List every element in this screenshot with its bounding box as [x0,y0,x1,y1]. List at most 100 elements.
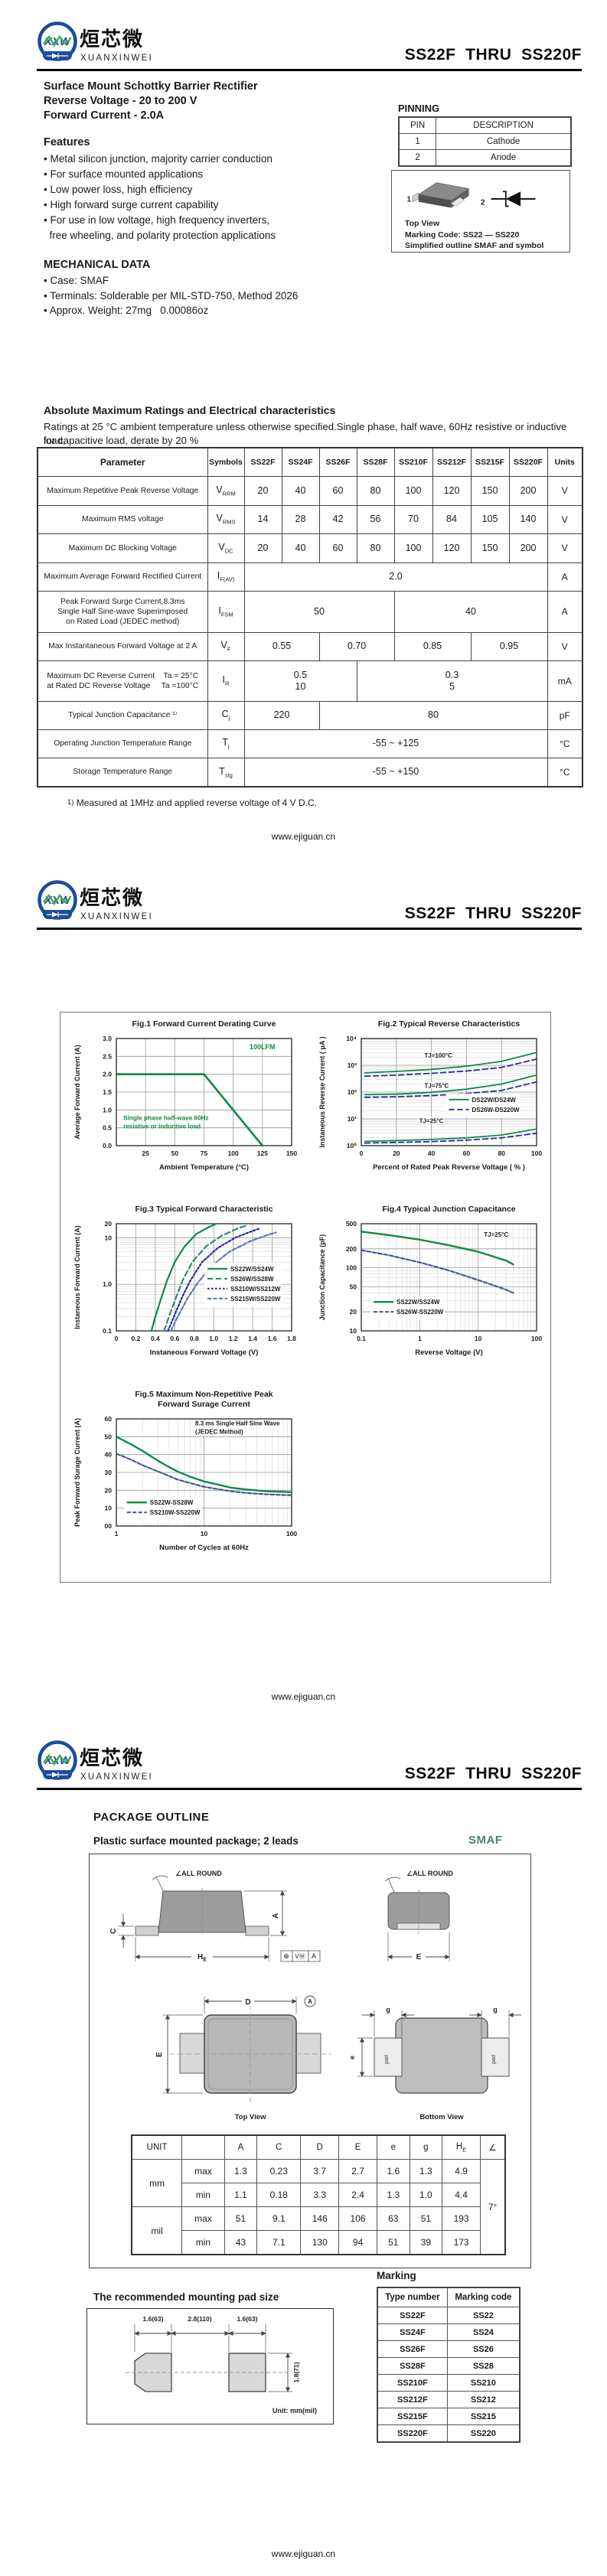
figure-4-junction-capacitance: Fig.4 Typical Junction Capacitance 0.1 1 10… [308,1202,549,1370]
end-view: ∠ALL ROUND E [384,1870,453,1961]
ratings-footnote: 1) Measured at 1MHz and applied reverse … [67,797,317,808]
dim-e-bottom-label: e [348,2056,356,2059]
site-url[interactable]: www.ejiguan.cn [271,831,336,842]
mech-item: • Case: SMAF [44,275,109,286]
svg-text:10: 10 [105,1505,113,1512]
dims-value: 51 [376,2230,410,2255]
table-row: SS22F SS22 [377,2307,521,2324]
pad-label-right: pad [491,2055,497,2064]
dims-value: 7.1 [256,2230,302,2255]
ratings-column-header: Units [547,447,583,477]
ratings-row: Storage Temperature Range Tstg -55 ~ +150 °… [37,757,583,787]
site-url[interactable]: www.ejiguan.cn [271,2548,336,2559]
ratings-value: 40 [281,475,320,506]
package-name: SMAF [468,1834,503,1847]
ratings-value: 120 [432,533,472,563]
svg-text:SS210W-SS220W: SS210W-SS220W [150,1509,201,1516]
svg-text:1.6: 1.6 [268,1335,277,1342]
svg-text:SS22W/SS24W: SS22W/SS24W [230,1266,274,1273]
ratings-value: 200 [508,533,548,563]
ratings-value: 105 [470,504,510,534]
ratings-symbol: IF(AV) [207,562,245,592]
dims-limit: max [181,2159,225,2183]
ratings-unit: V [547,475,583,506]
ratings-column-header: SS210F [393,447,433,477]
svg-text:150: 150 [286,1149,297,1157]
table-cell: Anode [436,149,572,167]
svg-text:TJ=100°C: TJ=100°C [424,1052,452,1059]
table-cell: SS28 [446,2357,521,2375]
svg-text:Fig.2 Typical Reverse Charact: Fig.2 Typical Reverse Characteristics [378,1019,521,1029]
brand-logo: XXW 烜芯微 XUANXINWEI [38,880,152,921]
brand-logo: XXW 烜芯微 XUANXINWEI [38,21,153,63]
svg-text:1.5: 1.5 [103,1088,112,1096]
svg-text:0: 0 [360,1149,364,1157]
ratings-unit: A [547,562,583,592]
mech-item: • Approx. Weight: 27mg 0.00086oz [44,305,209,316]
bottom-view-caption: Bottom View [419,2113,464,2121]
column-header: Marking code [446,2287,521,2307]
mounting-pad-drawing: 1.6(63) 2.8(110) 1.6(63) 1.8(71) Unit: m… [126,2315,317,2415]
brand-name-en: XUANXINWEI [80,54,153,63]
bottom-view: pad pad g g e Bottom View [348,2006,521,2121]
svg-text:30: 30 [105,1469,113,1476]
dims-column-header: D [300,2134,340,2160]
ratings-value: 0.70 [318,631,395,661]
svg-text:10¹: 10¹ [348,1115,357,1123]
dims-column-header: HE [442,2134,481,2160]
ratings-value: 84 [432,504,472,534]
svg-text:Peak Forward Surage Current (A: Peak Forward Surage Current (A) [73,1418,81,1527]
dim-g-right-label: g [493,2006,498,2014]
dims-value: 130 [300,2230,340,2255]
ratings-value: 42 [318,504,357,534]
dims-value: 2.4 [338,2183,377,2207]
dims-row: min 1.1 0.18 3.3 2.4 1.3 1.0 4.4 [132,2183,505,2207]
feature-item: • For use in low voltage, high frequency… [44,214,270,226]
dims-value: 2.7 [338,2159,377,2183]
dims-value: 1.3 [224,2159,258,2183]
ratings-value: -55 ~ +150 [243,757,548,787]
svg-text:TJ=25°C: TJ=25°C [419,1118,444,1125]
site-url[interactable]: www.ejiguan.cn [271,1691,336,1702]
dims-limit: min [181,2183,225,2207]
svg-text:SS210W/SS212W: SS210W/SS212W [230,1286,281,1293]
ratings-value: 20 [243,475,282,506]
svg-text:Instaneous Forward Voltage (V): Instaneous Forward Voltage (V) [150,1348,259,1357]
svg-text:10²: 10² [348,1088,357,1096]
datum-symbol: ⊕ [283,1952,289,1960]
package-top-view-drawing: 1 2 [406,182,536,208]
package-preview-box: 1 2 Top View Marking Code: SS22 — SS220 Si… [391,170,570,253]
logo-diode-triangle [52,911,58,918]
table-row: SS220F SS220 [377,2424,521,2443]
svg-text:1.2: 1.2 [229,1335,238,1342]
svg-text:SS26W-SS220W: SS26W-SS220W [397,1309,444,1316]
dims-angle: 7° [480,2159,506,2255]
table-row: 1 Cathode [398,133,572,150]
svg-text:Junction Capacitance (pF): Junction Capacitance (pF) [318,1234,326,1321]
ratings-row: Operating Junction Temperature Range Tj -5… [37,729,583,758]
ratings-row: Typical Junction Capacitance ¹⁾ Cj 220 80 pF [37,700,583,730]
svg-text:0.8: 0.8 [190,1335,199,1342]
svg-text:Forward Surage Current: Forward Surage Current [158,1400,250,1409]
dims-value: 0.23 [256,2159,302,2183]
ratings-parameter: Typical Junction Capacitance ¹⁾ [37,700,208,730]
feature-item: free wheeling, and polarity protection a… [44,230,276,241]
logo-wave-icon [43,893,71,906]
summary-line: Surface Mount Schottky Barrier Rectifier [44,80,258,93]
svg-text:100LFM: 100LFM [250,1043,276,1051]
svg-text:0.0: 0.0 [103,1142,112,1149]
summary-line: Forward Current - 2.0A [44,109,165,122]
ratings-value: 14 [243,504,282,534]
ratings-parameter: Maximum RMS voltage [37,504,208,534]
ratings-value: 220 [243,700,320,730]
pad-dim-left: 1.6(63) [143,2315,164,2323]
svg-text:TJ=25°C: TJ=25°C [484,1231,508,1238]
ratings-row: Maximum Repetitive Peak Reverse Voltage V… [37,475,583,506]
fig1-plot: Fig.1 Forward Current Derating Curve 25 50… [73,1019,297,1172]
pad-dim-right: 1.6(63) [237,2315,258,2323]
ratings-unit: °C [547,757,583,787]
svg-text:0.6: 0.6 [170,1335,179,1342]
ratings-value: 50 [243,590,395,633]
ratings-row: Maximum DC Reverse Current Ta = 25°C at R… [37,660,583,702]
